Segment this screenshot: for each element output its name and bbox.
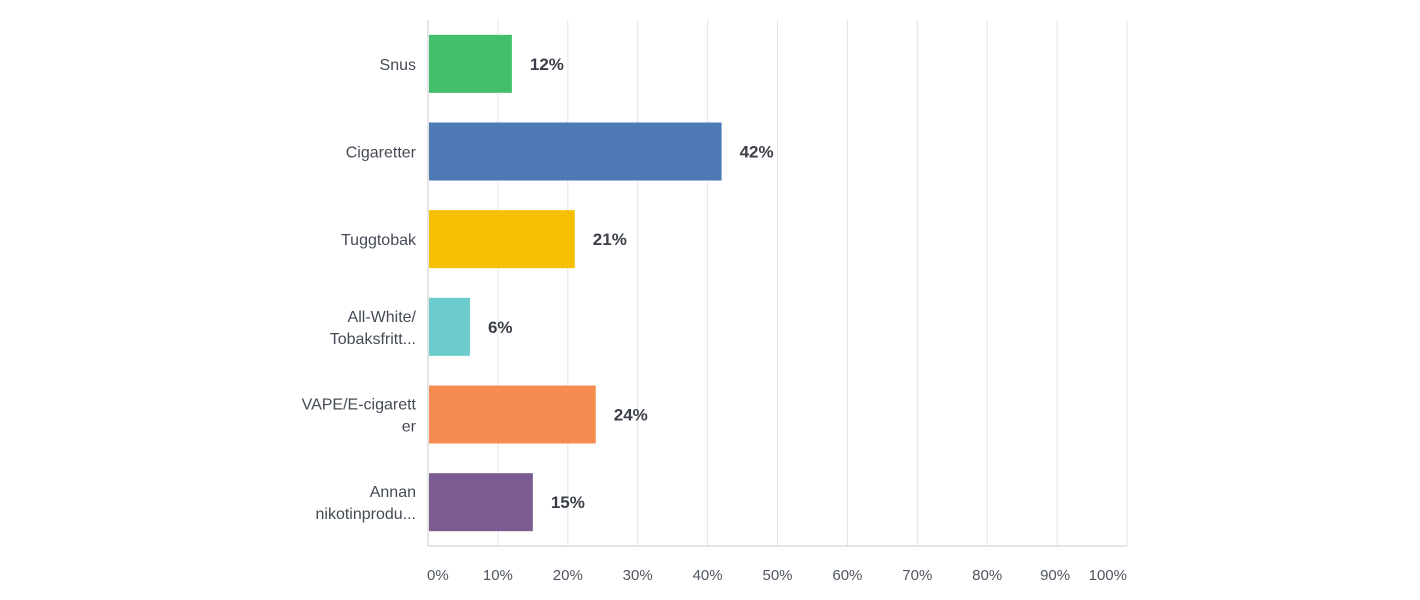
- bar: [429, 210, 575, 269]
- x-tick-label: 20%: [553, 567, 583, 584]
- category-label: Tuggtobak: [341, 232, 417, 249]
- grid-layer: [497, 20, 1128, 546]
- bar: [429, 34, 512, 93]
- bar: [429, 385, 596, 444]
- category-label-line: er: [402, 419, 417, 436]
- bar: [429, 297, 470, 356]
- x-tick-label: 80%: [972, 567, 1002, 584]
- labels-layer: 0% 10% 20% 30% 40% 50% 60% 70% 80% 90% 100% 12% Snus…: [302, 55, 1127, 584]
- category-label: All-White/Tobaksfritt...: [330, 309, 417, 348]
- x-tick-label: 30%: [623, 567, 653, 584]
- bars-layer: [429, 34, 722, 532]
- category-label: Cigaretter: [346, 145, 417, 162]
- category-label: VAPE/E-cigarett er: [302, 397, 417, 436]
- x-tick-label: 100%: [1089, 567, 1127, 584]
- x-tick-label: 90%: [1040, 567, 1070, 584]
- bar: [429, 122, 722, 181]
- x-tick-label: 40%: [693, 567, 723, 584]
- axis-layer: [427, 20, 1127, 547]
- category-label-line: nikotinprodu...: [315, 506, 416, 523]
- category-label-line: Cigaretter: [346, 145, 417, 162]
- x-tick-label: 50%: [762, 567, 792, 584]
- data-label: 12%: [530, 55, 564, 74]
- category-label-line: Snus: [380, 57, 416, 74]
- category-label-line: All-White/: [348, 309, 417, 326]
- data-label: 6%: [488, 318, 513, 337]
- x-tick-label: 0%: [427, 567, 449, 584]
- data-label: 24%: [614, 406, 648, 425]
- x-tick-label: 60%: [832, 567, 862, 584]
- x-tick-label: 70%: [902, 567, 932, 584]
- data-label: 21%: [593, 230, 627, 249]
- category-label-line: Tuggtobak: [341, 232, 417, 249]
- bar: [429, 473, 533, 532]
- category-label: Snus: [380, 57, 416, 74]
- data-label: 15%: [551, 493, 585, 512]
- x-tick-label: 10%: [483, 567, 513, 584]
- category-label-line: Annan: [370, 484, 416, 501]
- data-label: 42%: [740, 143, 774, 162]
- category-label-line: VAPE/E-cigarett: [302, 397, 417, 414]
- category-label: Annan nikotinprodu...: [315, 484, 416, 523]
- category-label-line: Tobaksfritt...: [330, 331, 416, 348]
